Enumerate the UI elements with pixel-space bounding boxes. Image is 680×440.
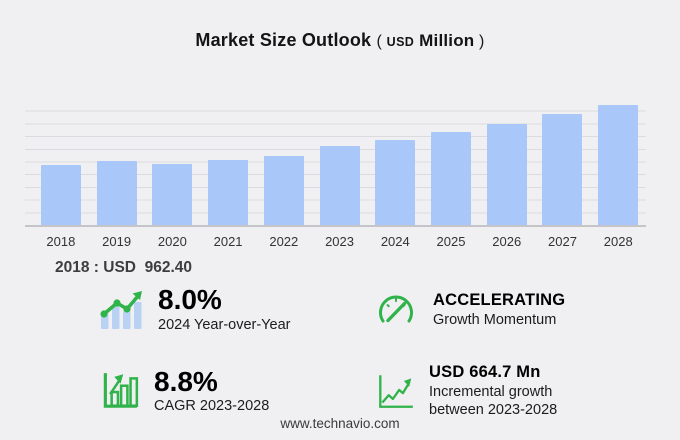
bar-column-2025 [423, 100, 479, 225]
bar-column-2018 [33, 100, 89, 225]
title-unit-currency: USD [386, 35, 415, 49]
stat-cagr-label: CAGR 2023-2028 [154, 398, 270, 415]
bar-2026 [486, 123, 527, 225]
bar-2020 [152, 164, 193, 225]
bar-2023 [319, 146, 360, 225]
x-tick-label-2025: 2025 [436, 234, 466, 249]
stat-momentum-value: ACCELERATING [433, 290, 566, 309]
bar-column-2028 [590, 100, 646, 225]
growth-line-icon [375, 370, 415, 412]
base-year-annotation: 2018 : USD 962.40 [55, 259, 193, 276]
stat-yoy-value: 8.0% [158, 284, 222, 316]
x-tick-label-2020: 2020 [157, 234, 187, 249]
x-tick-label-2019: 2019 [102, 234, 132, 249]
stat-momentum-label: Growth Momentum [433, 311, 557, 328]
chart-x-labels: 2018 2019 2020 2021 2022 2023 2024 2025 2026 2027… [25, 227, 646, 249]
bar-column-2021 [200, 100, 256, 225]
bar-column-2026 [479, 100, 535, 225]
axis-bars-arrow-icon [98, 370, 140, 412]
title-main: Market Size Outlook [195, 30, 372, 50]
gauge-icon [375, 290, 419, 330]
stat-cagr: 8.8% CAGR 2023-2028 [98, 363, 375, 419]
chart-plot [25, 100, 646, 227]
x-tick-label-2027: 2027 [548, 234, 577, 249]
page-title: Market Size Outlook ( USD Million ) [0, 30, 680, 51]
bar-2024 [375, 139, 416, 225]
stat-cagr-value: 8.8% [154, 365, 218, 397]
stats-grid: 8.0% 2024 Year-over-Year ACCELERATING Gr… [98, 283, 628, 419]
bar-column-2024 [367, 100, 423, 225]
stat-incremental-growth: USD 664.7 Mn Incremental growth between … [375, 363, 628, 419]
x-tick-label-2028: 2028 [603, 234, 633, 249]
stat-incremental-label-line1: Incremental growth [429, 383, 553, 400]
bar-2018 [40, 165, 81, 225]
bar-column-2022 [256, 100, 312, 225]
bar-column-2027 [535, 100, 591, 225]
bar-2022 [263, 155, 304, 225]
x-tick-label-2021: 2021 [213, 234, 243, 249]
bar-column-2020 [144, 100, 200, 225]
bar-2021 [208, 160, 249, 225]
bar-2019 [96, 160, 137, 225]
bar-column-2019 [89, 100, 145, 225]
stat-yoy-growth: 8.0% 2024 Year-over-Year [98, 283, 375, 337]
x-tick-label-2023: 2023 [325, 234, 354, 249]
x-tick-label-2022: 2022 [269, 234, 299, 249]
stat-incremental-value: USD 664.7 Mn [429, 363, 541, 381]
trend-bars-icon [98, 289, 144, 331]
bar-chart: 2018 2019 2020 2021 2022 2023 2024 2025 2026 2027… [25, 100, 646, 249]
x-tick-label-2024: 2024 [380, 234, 410, 249]
bar-column-2023 [312, 100, 368, 225]
bar-2027 [542, 113, 583, 225]
title-unit-scale: Million [414, 31, 475, 50]
footer-website: www.technavio.com [280, 416, 400, 431]
stat-incremental-label-line2: between 2023-2028 [429, 401, 558, 418]
title-unit-open: ( [376, 33, 387, 50]
title-unit-close: ) [474, 33, 485, 50]
x-tick-label-2018: 2018 [46, 234, 76, 249]
stat-growth-momentum: ACCELERATING Growth Momentum [375, 283, 628, 337]
stat-yoy-label: 2024 Year-over-Year [158, 316, 291, 333]
x-tick-label-2026: 2026 [492, 234, 522, 249]
bar-2028 [598, 104, 639, 225]
bar-2025 [431, 131, 471, 225]
